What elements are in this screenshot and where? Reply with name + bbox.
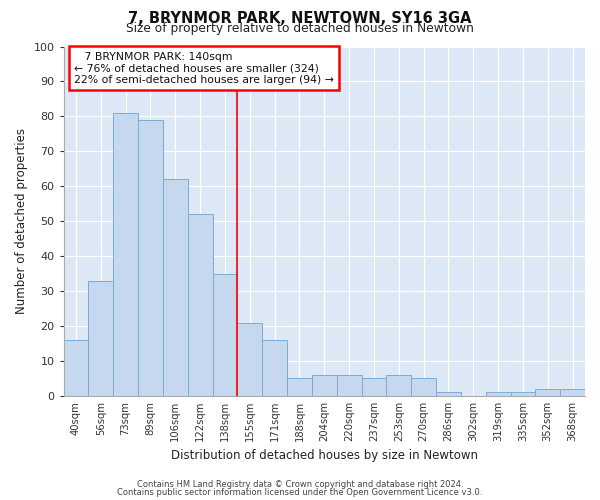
Bar	[287, 378, 312, 396]
Text: Contains HM Land Registry data © Crown copyright and database right 2024.: Contains HM Land Registry data © Crown c…	[137, 480, 463, 489]
Bar	[511, 392, 535, 396]
Bar	[64, 340, 88, 396]
Bar	[88, 280, 113, 396]
Bar	[386, 375, 411, 396]
Text: Contains public sector information licensed under the Open Government Licence v3: Contains public sector information licen…	[118, 488, 482, 497]
Bar	[485, 392, 511, 396]
Bar	[535, 389, 560, 396]
Bar	[411, 378, 436, 396]
Bar	[560, 389, 585, 396]
Bar	[436, 392, 461, 396]
Text: Size of property relative to detached houses in Newtown: Size of property relative to detached ho…	[126, 22, 474, 35]
Bar	[138, 120, 163, 396]
Bar	[163, 180, 188, 396]
Bar	[188, 214, 212, 396]
Text: 7 BRYNMOR PARK: 140sqm
← 76% of detached houses are smaller (324)
22% of semi-de: 7 BRYNMOR PARK: 140sqm ← 76% of detached…	[74, 52, 334, 85]
Bar	[312, 375, 337, 396]
Bar	[262, 340, 287, 396]
Bar	[337, 375, 362, 396]
Bar	[113, 113, 138, 396]
Bar	[362, 378, 386, 396]
Text: 7, BRYNMOR PARK, NEWTOWN, SY16 3GA: 7, BRYNMOR PARK, NEWTOWN, SY16 3GA	[128, 11, 472, 26]
Bar	[238, 322, 262, 396]
X-axis label: Distribution of detached houses by size in Newtown: Distribution of detached houses by size …	[171, 450, 478, 462]
Y-axis label: Number of detached properties: Number of detached properties	[15, 128, 28, 314]
Bar	[212, 274, 238, 396]
